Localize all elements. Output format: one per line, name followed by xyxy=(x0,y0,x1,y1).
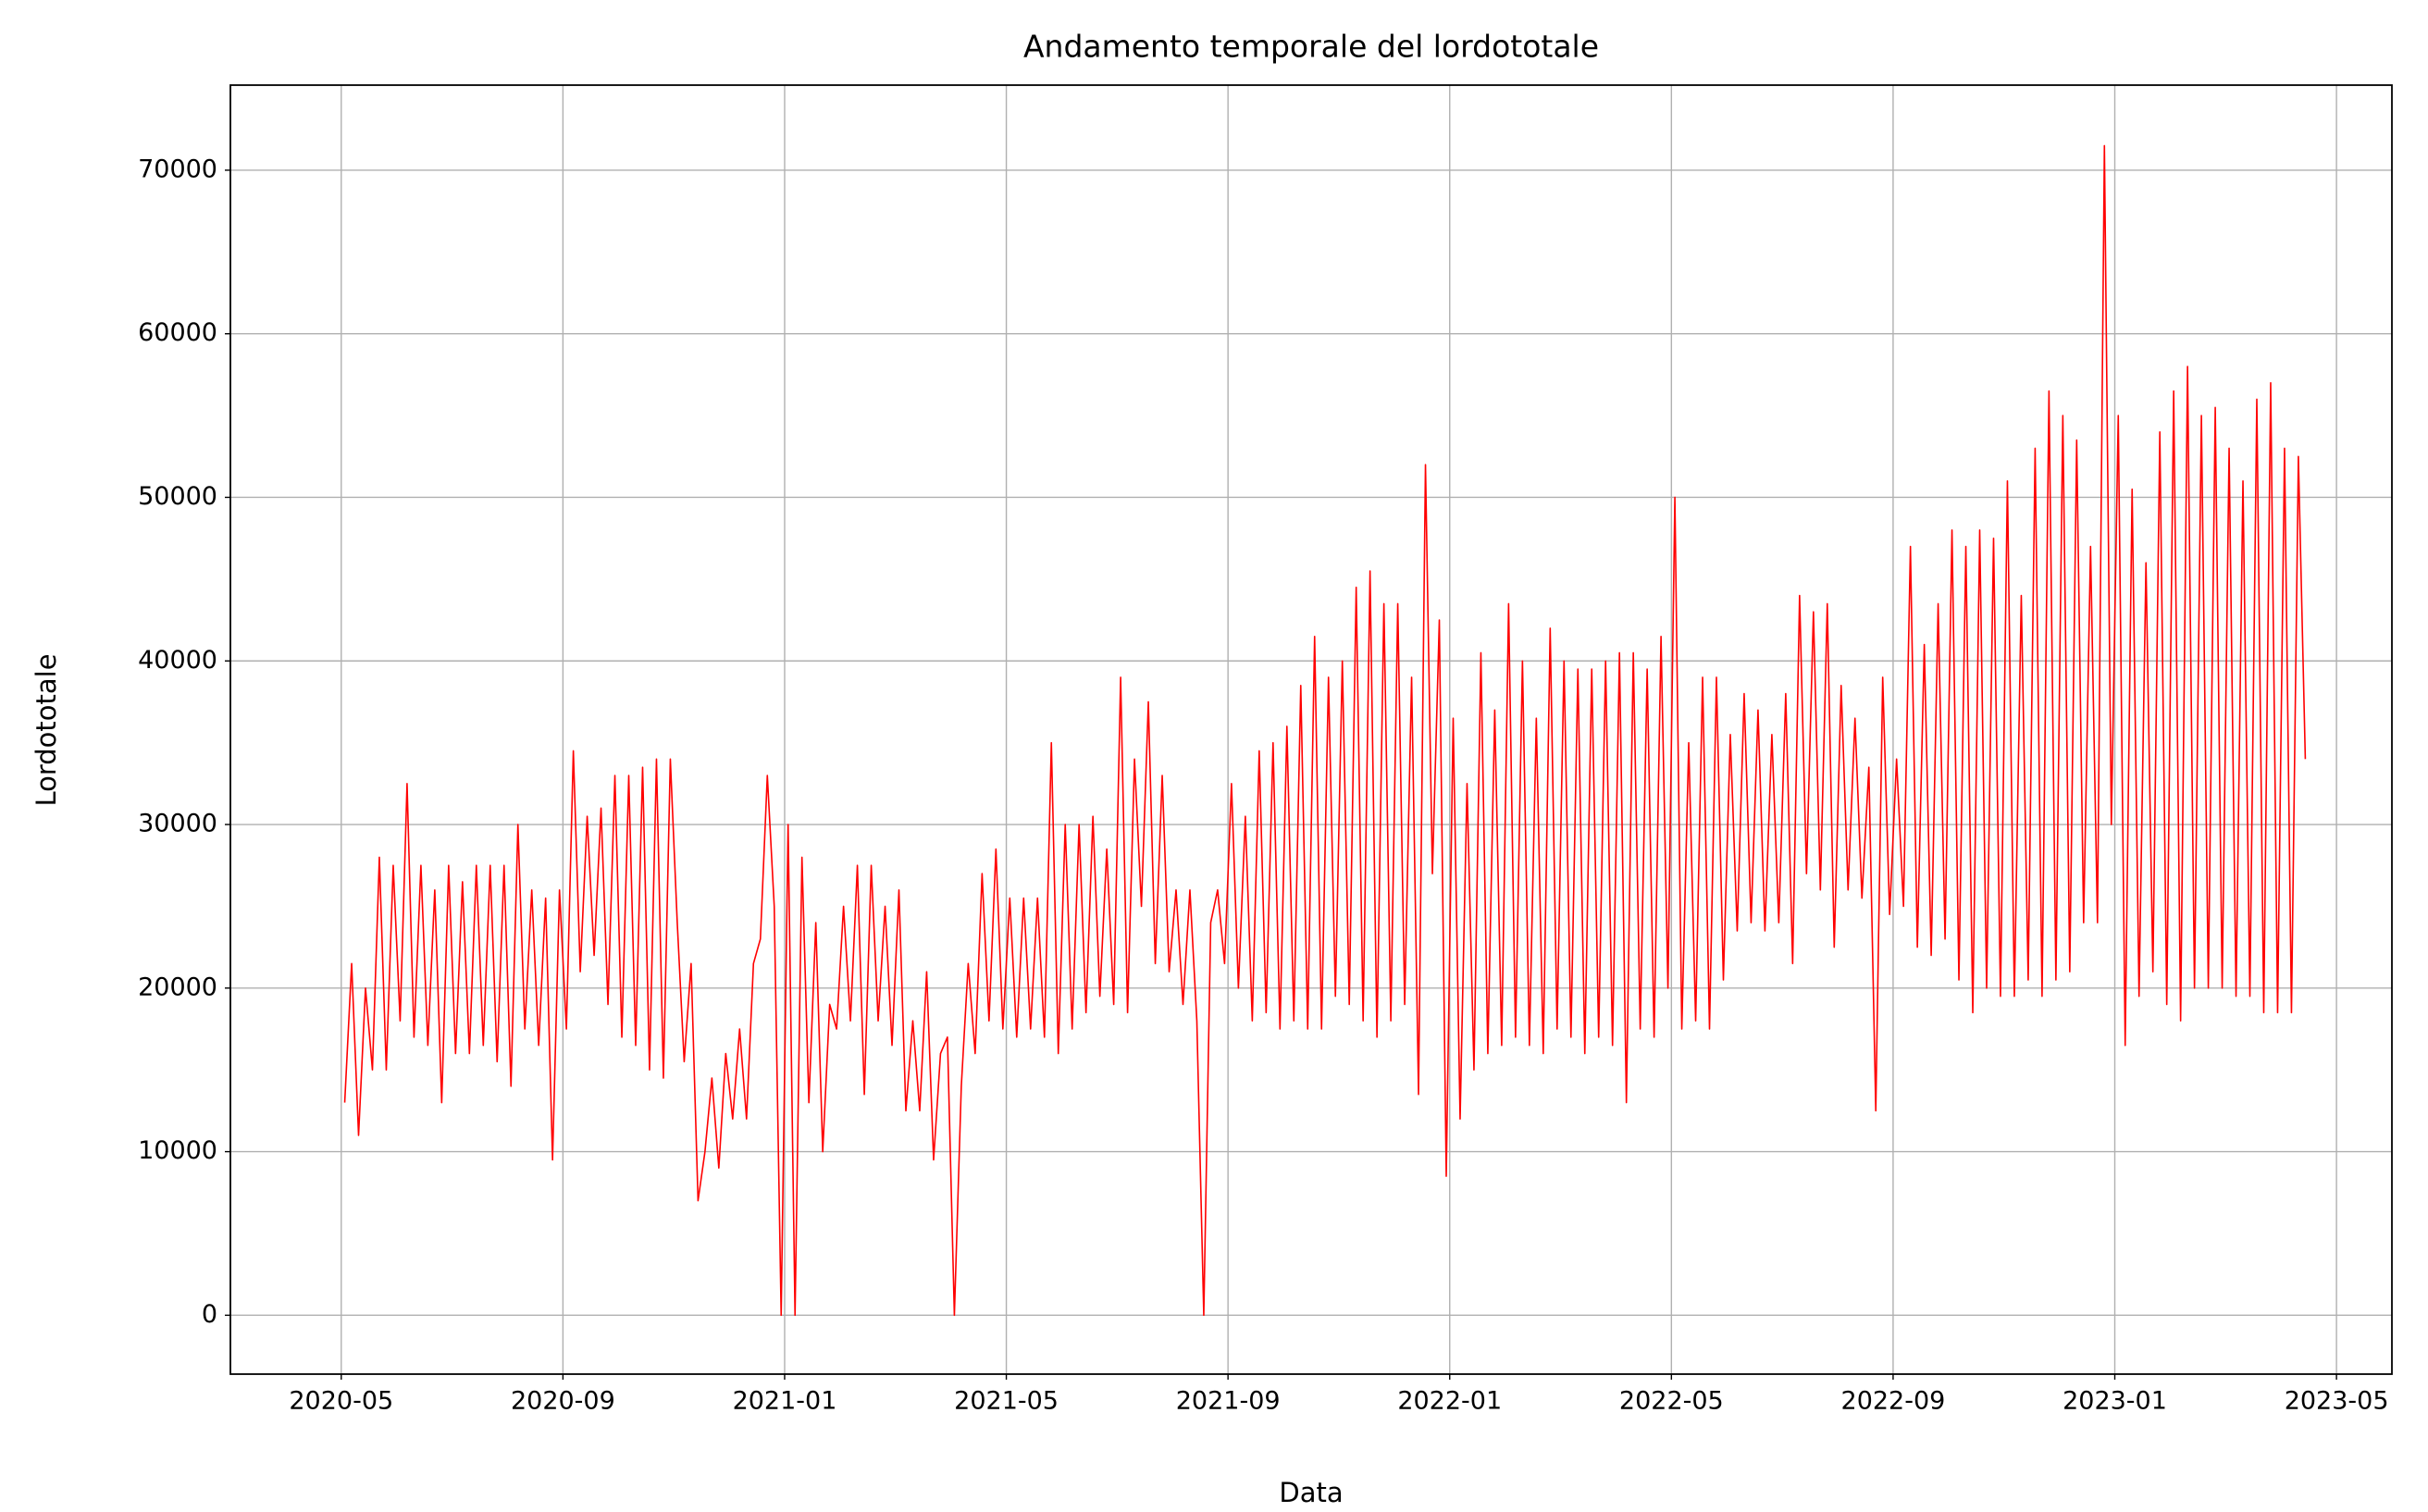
x-tick-label: 2020-09 xyxy=(511,1387,615,1416)
x-tick-label: 2022-09 xyxy=(1841,1387,1946,1416)
x-tick-label: 2022-01 xyxy=(1397,1387,1502,1416)
y-tick-label: 40000 xyxy=(138,646,217,675)
y-tick-label: 0 xyxy=(202,1300,217,1329)
x-tick-label: 2021-09 xyxy=(1176,1387,1281,1416)
x-tick-label: 2023-01 xyxy=(2063,1387,2167,1416)
plot-frame xyxy=(229,84,2393,1375)
y-tick-label: 70000 xyxy=(138,155,217,183)
y-tick-label: 10000 xyxy=(138,1136,217,1165)
x-tick-label: 2021-01 xyxy=(733,1387,837,1416)
y-tick-label: 60000 xyxy=(138,318,217,347)
data-line xyxy=(343,144,2307,1317)
x-tick-label: 2021-05 xyxy=(954,1387,1059,1416)
y-tick-label: 30000 xyxy=(138,810,217,838)
x-tick-label: 2022-05 xyxy=(1619,1387,1724,1416)
y-axis-label: Lordototale xyxy=(31,653,62,806)
x-axis-label: Data xyxy=(1279,1477,1343,1508)
x-tick-label: 2023-05 xyxy=(2285,1387,2389,1416)
y-tick-label: 50000 xyxy=(138,482,217,511)
chart-title: Andamento temporale del lordototale xyxy=(1023,29,1599,65)
x-tick-label: 2020-05 xyxy=(289,1387,393,1416)
y-tick-label: 20000 xyxy=(138,973,217,1001)
